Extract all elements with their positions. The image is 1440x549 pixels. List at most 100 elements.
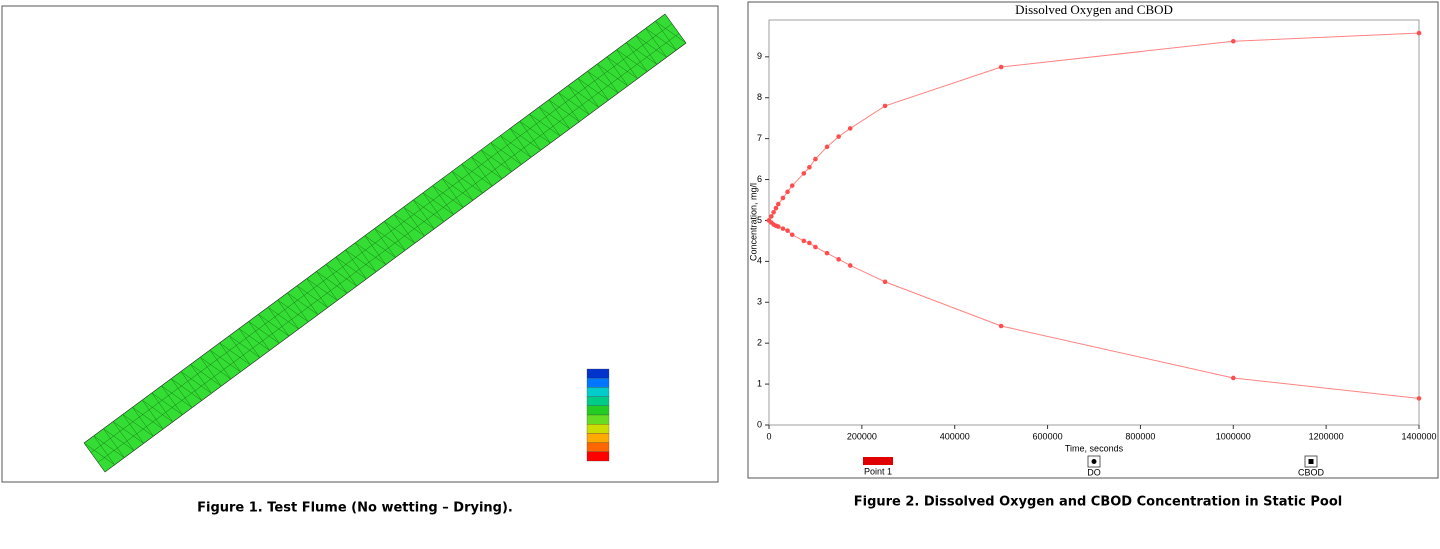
y-tick-label: 4 [757, 256, 762, 266]
legend-label: CBOD [1298, 467, 1325, 477]
mesh-line [529, 113, 561, 137]
x-tick-label: 600000 [1033, 431, 1063, 441]
mesh-line [345, 249, 367, 280]
legend-swatch [586, 368, 610, 379]
mesh-line [112, 421, 144, 444]
mesh-line [490, 142, 512, 172]
mesh-line [103, 428, 125, 458]
x-tick-label: 800000 [1125, 431, 1155, 441]
legend-marker [1308, 459, 1314, 464]
data-point [813, 244, 818, 250]
mesh-line [180, 371, 203, 401]
y-tick-label: 3 [757, 297, 762, 307]
legend-swatch [586, 451, 610, 462]
mesh-line [83, 442, 115, 466]
mesh-line [606, 56, 638, 79]
legend-swatch [586, 424, 610, 434]
mesh-line [538, 106, 570, 130]
mesh-line [316, 271, 338, 301]
mesh-line [664, 13, 687, 44]
mesh-line [151, 392, 183, 416]
mesh-line [354, 242, 386, 265]
mesh-line [587, 71, 609, 101]
mesh-line [364, 235, 396, 258]
mesh-line [655, 21, 677, 51]
mesh-line [277, 299, 299, 330]
legend-swatch [586, 396, 610, 406]
chart-title: Dissolved Oxygen and CBOD [1015, 2, 1173, 17]
mesh-line [548, 99, 580, 122]
legend-label: Point 1 [864, 466, 892, 476]
mesh-line [383, 221, 406, 251]
mesh-line [413, 199, 445, 222]
mesh-line [432, 185, 464, 208]
elevation-legend [586, 368, 610, 462]
mesh-line [597, 63, 629, 87]
mesh-line [568, 85, 599, 108]
mesh-line [364, 235, 387, 265]
mesh-line [635, 35, 667, 58]
mesh-line [90, 23, 673, 453]
mesh-line [471, 156, 503, 180]
mesh-line [529, 113, 551, 144]
mesh-line [287, 292, 309, 322]
y-tick-label: 0 [757, 419, 762, 429]
data-point [807, 240, 812, 246]
y-tick-label: 1 [757, 378, 762, 388]
data-point [801, 238, 807, 244]
mesh-line [141, 399, 164, 430]
mesh-line [171, 378, 202, 401]
mesh-line [83, 442, 106, 473]
mesh-line [577, 78, 600, 108]
mesh-line [567, 85, 590, 115]
mesh-line [335, 256, 367, 280]
mesh-line [141, 399, 173, 423]
mesh-line [200, 356, 232, 380]
caption: Figure 1. Test Flume (No wetting – Dryin… [197, 501, 513, 516]
legend-swatch [586, 442, 610, 452]
mesh-line [519, 121, 551, 144]
x-axis-label: Time, seconds [1065, 443, 1124, 453]
mesh-line [296, 285, 319, 315]
mesh-line [548, 99, 571, 129]
data-point [775, 224, 781, 229]
mesh-line [480, 149, 512, 172]
mesh-line [442, 178, 464, 208]
mesh-line [500, 135, 532, 158]
mesh-line [645, 28, 677, 51]
mesh-line [374, 228, 396, 258]
mesh-line [451, 171, 483, 194]
mesh-line [616, 49, 638, 79]
mesh-line [229, 335, 261, 358]
mesh-line [635, 35, 658, 65]
mesh-line [209, 349, 241, 373]
data-point [998, 323, 1004, 329]
mesh-line [112, 421, 135, 451]
mesh-line [248, 321, 270, 351]
mesh-line [480, 149, 503, 179]
mesh-line [597, 63, 619, 94]
mesh-line [471, 156, 493, 187]
data-point [836, 257, 841, 262]
mesh-line [238, 328, 261, 358]
mesh-line [306, 278, 338, 301]
mesh-line [616, 49, 648, 72]
data-point [847, 263, 853, 268]
mesh-line [422, 192, 454, 215]
mesh-line [306, 278, 328, 308]
legend-swatch [586, 433, 610, 443]
legend-marker [1091, 459, 1097, 464]
mesh-line [519, 121, 541, 151]
mesh-line [93, 435, 125, 458]
data-point [813, 156, 818, 162]
mesh-line [132, 407, 154, 437]
y-tick-label: 6 [757, 174, 762, 184]
data-point [882, 279, 888, 285]
mesh-line [238, 328, 270, 351]
mesh-line [180, 371, 212, 394]
mesh-line [374, 228, 406, 251]
mesh-line [190, 364, 222, 387]
data-point [789, 183, 795, 188]
chart-panel [747, 1, 1439, 479]
